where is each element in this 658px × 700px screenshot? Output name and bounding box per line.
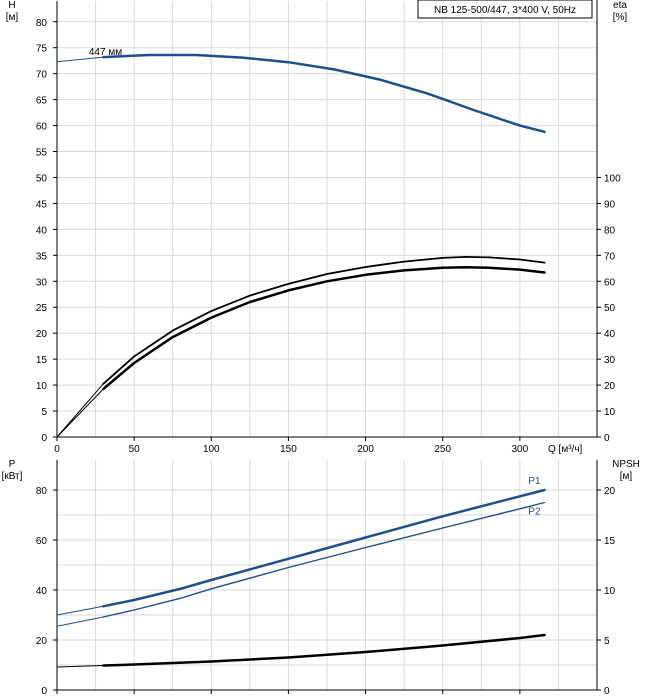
right-tick-label: 60 xyxy=(604,277,616,288)
series-label: P2 xyxy=(528,507,541,518)
left-tick-label: 50 xyxy=(36,173,48,184)
right-tick-label: 90 xyxy=(604,199,616,210)
series-label: P1 xyxy=(528,476,541,487)
series-line xyxy=(102,255,546,385)
x-tick-label: 200 xyxy=(357,444,374,455)
left-tick-label: 80 xyxy=(36,486,48,497)
right-tick-label: 5 xyxy=(604,636,610,647)
right-tick-label: 15 xyxy=(604,536,616,547)
series-line-extension xyxy=(56,616,104,627)
left-tick-label: 20 xyxy=(36,329,48,340)
left-tick-label: 70 xyxy=(36,70,48,81)
left-tick-label: 0 xyxy=(41,433,47,444)
left-axis-unit: [кВт] xyxy=(2,471,23,482)
series-line-extension xyxy=(56,383,104,438)
x-axis-label: Q [м³/ч] xyxy=(548,444,583,455)
right-tick-label: 20 xyxy=(604,486,616,497)
right-tick-label: 10 xyxy=(604,407,616,418)
series-line xyxy=(102,488,546,608)
series-line-extension xyxy=(56,605,104,616)
right-tick-label: 80 xyxy=(604,225,616,236)
left-tick-label: 55 xyxy=(36,148,48,159)
right-tick-label: 40 xyxy=(604,329,616,340)
left-tick-label: 35 xyxy=(36,251,48,262)
right-axis-label: eta xyxy=(613,0,627,11)
x-tick-label: 300 xyxy=(512,444,529,455)
right-tick-label: 0 xyxy=(604,686,610,697)
title-box xyxy=(417,0,593,19)
left-tick-label: 15 xyxy=(36,355,48,366)
right-tick-label: 100 xyxy=(604,173,621,184)
left-tick-label: 75 xyxy=(36,44,48,55)
x-tick-label: 150 xyxy=(280,444,297,455)
right-axis-unit: [%] xyxy=(613,12,628,23)
series-line xyxy=(102,633,546,667)
left-tick-label: 65 xyxy=(36,96,48,107)
right-tick-label: 20 xyxy=(604,381,616,392)
series-line xyxy=(102,53,546,134)
left-tick-label: 20 xyxy=(36,636,48,647)
chart-title: NB 125-500/447, 3*400 V, 50Hz xyxy=(434,5,576,16)
series-line xyxy=(102,266,546,391)
curve-annotation: 447 мм xyxy=(89,47,122,58)
left-axis-unit: [м] xyxy=(6,12,19,23)
left-tick-label: 5 xyxy=(41,407,47,418)
left-tick-label: 60 xyxy=(36,122,48,133)
right-axis-unit: [м] xyxy=(620,471,633,482)
left-tick-label: 40 xyxy=(36,225,48,236)
left-tick-label: 10 xyxy=(36,381,48,392)
right-tick-label: 50 xyxy=(604,303,616,314)
left-tick-label: 80 xyxy=(36,18,48,29)
left-tick-label: 30 xyxy=(36,277,48,288)
x-tick-label: 100 xyxy=(203,444,220,455)
right-tick-label: 30 xyxy=(604,355,616,366)
right-axis-label: NPSH xyxy=(612,459,640,470)
x-tick-label: 0 xyxy=(54,444,60,455)
x-tick-label: 50 xyxy=(129,444,141,455)
x-tick-label: 250 xyxy=(434,444,451,455)
series-line-extension xyxy=(56,665,104,668)
left-axis-label: P xyxy=(9,459,16,470)
left-tick-label: 40 xyxy=(36,586,48,597)
left-tick-label: 45 xyxy=(36,199,48,210)
series-line-extension xyxy=(56,56,104,63)
series-line xyxy=(102,501,546,618)
left-tick-label: 25 xyxy=(36,303,48,314)
right-tick-label: 70 xyxy=(604,251,616,262)
right-tick-label: 0 xyxy=(604,433,610,444)
series-line-extension xyxy=(56,388,104,438)
left-tick-label: 0 xyxy=(41,686,47,697)
left-axis-label: H xyxy=(8,0,15,11)
right-tick-label: 10 xyxy=(604,586,616,597)
left-tick-label: 60 xyxy=(36,536,48,547)
